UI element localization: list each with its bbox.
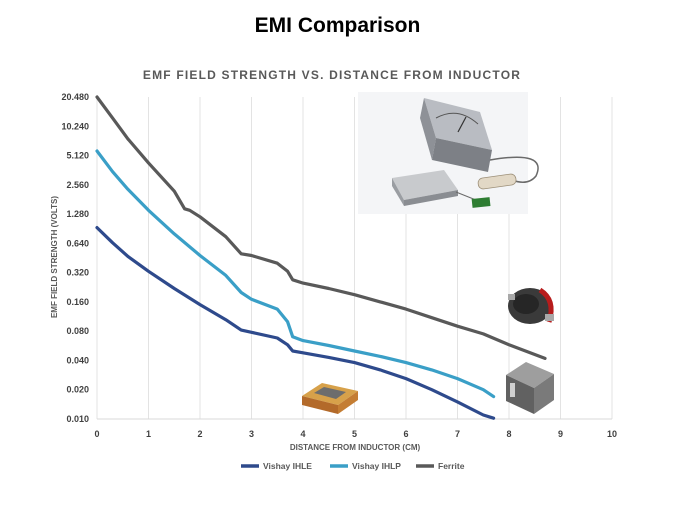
round-inductor-photo (508, 287, 554, 324)
legend-label-2: Ferrite (438, 461, 465, 471)
x-tick-label: 6 (403, 429, 408, 439)
y-tick-label: 0.320 (66, 268, 89, 278)
chart-legend: Vishay IHLE Vishay IHLP Ferrite (241, 461, 465, 471)
legend-label-0: Vishay IHLE (263, 461, 312, 471)
x-tick-label: 5 (352, 429, 357, 439)
square-inductor-photo (506, 362, 554, 414)
x-tick-labels: 0 1 2 3 4 5 6 7 8 9 10 (94, 429, 617, 439)
legend-label-1: Vishay IHLP (352, 461, 401, 471)
series-line-1 (95, 149, 496, 399)
x-tick-label: 9 (558, 429, 563, 439)
y-tick-label: 0.010 (66, 414, 89, 424)
y-tick-label: 0.020 (66, 385, 89, 395)
series-line-2 (95, 95, 547, 360)
x-tick-label: 7 (455, 429, 460, 439)
series-line-0 (95, 226, 496, 420)
x-tick-label: 8 (506, 429, 511, 439)
y-tick-label: 2.560 (66, 180, 89, 190)
y-tick-label: 20.480 (61, 92, 89, 102)
x-axis-label: DISTANCE FROM INDUCTOR (CM) (290, 443, 421, 452)
chart-title: EMF FIELD STRENGTH VS. DISTANCE FROM IND… (143, 68, 521, 82)
x-tick-label: 3 (249, 429, 254, 439)
y-tick-label: 1.280 (66, 209, 89, 219)
y-tick-labels: 0.010 0.020 0.040 0.080 0.160 0.320 0.640 1.280… (61, 92, 89, 424)
y-axis-label: EMF FIELD STRENGTH (VOLTS) (50, 196, 59, 318)
flat-inductor-photo (302, 383, 358, 414)
chart-series (95, 95, 547, 420)
x-tick-label: 10 (607, 429, 617, 439)
y-tick-label: 0.080 (66, 326, 89, 336)
emf-meter-photo (358, 92, 539, 214)
x-tick-label: 1 (146, 429, 151, 439)
x-tick-label: 4 (300, 429, 305, 439)
y-tick-label: 0.640 (66, 238, 89, 248)
y-tick-label: 10.240 (61, 121, 89, 131)
x-tick-label: 0 (94, 429, 99, 439)
y-tick-label: 5.120 (66, 151, 89, 161)
y-tick-label: 0.040 (66, 355, 89, 365)
x-tick-label: 2 (197, 429, 202, 439)
y-tick-label: 0.160 (66, 297, 89, 307)
slide-title: EMI Comparison (254, 14, 421, 37)
